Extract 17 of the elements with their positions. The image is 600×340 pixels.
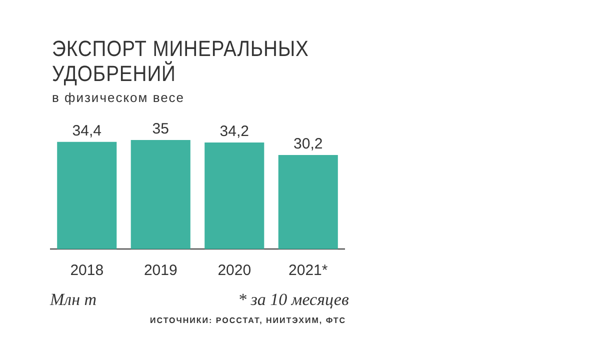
data-label: 34,2 [220,123,249,140]
chart-subtitle: в физическом весе [52,90,185,105]
text: ИСТОЧНИКИ: РОССТАТ, НИИТЭХИМ, ФТС [150,316,346,325]
text: Млн т [50,290,97,310]
bar [204,142,264,249]
chart-title: ЭКСПОРТ МИНЕРАЛЬНЫХ УДОБРЕНИЙ [52,36,310,86]
x-tick-label: 2020 [218,262,252,280]
data-label: 30,2 [294,136,323,153]
text: * за 10 месяцев [238,290,349,310]
x-tick-label: 2019 [144,262,178,280]
bar [57,142,117,249]
bar [130,140,190,249]
x-tick-label: 2021* [288,262,328,280]
data-label: 35 [152,120,169,138]
data-label: 34,4 [72,122,102,140]
bar [278,154,338,249]
x-tick-label: 2018 [70,262,104,280]
